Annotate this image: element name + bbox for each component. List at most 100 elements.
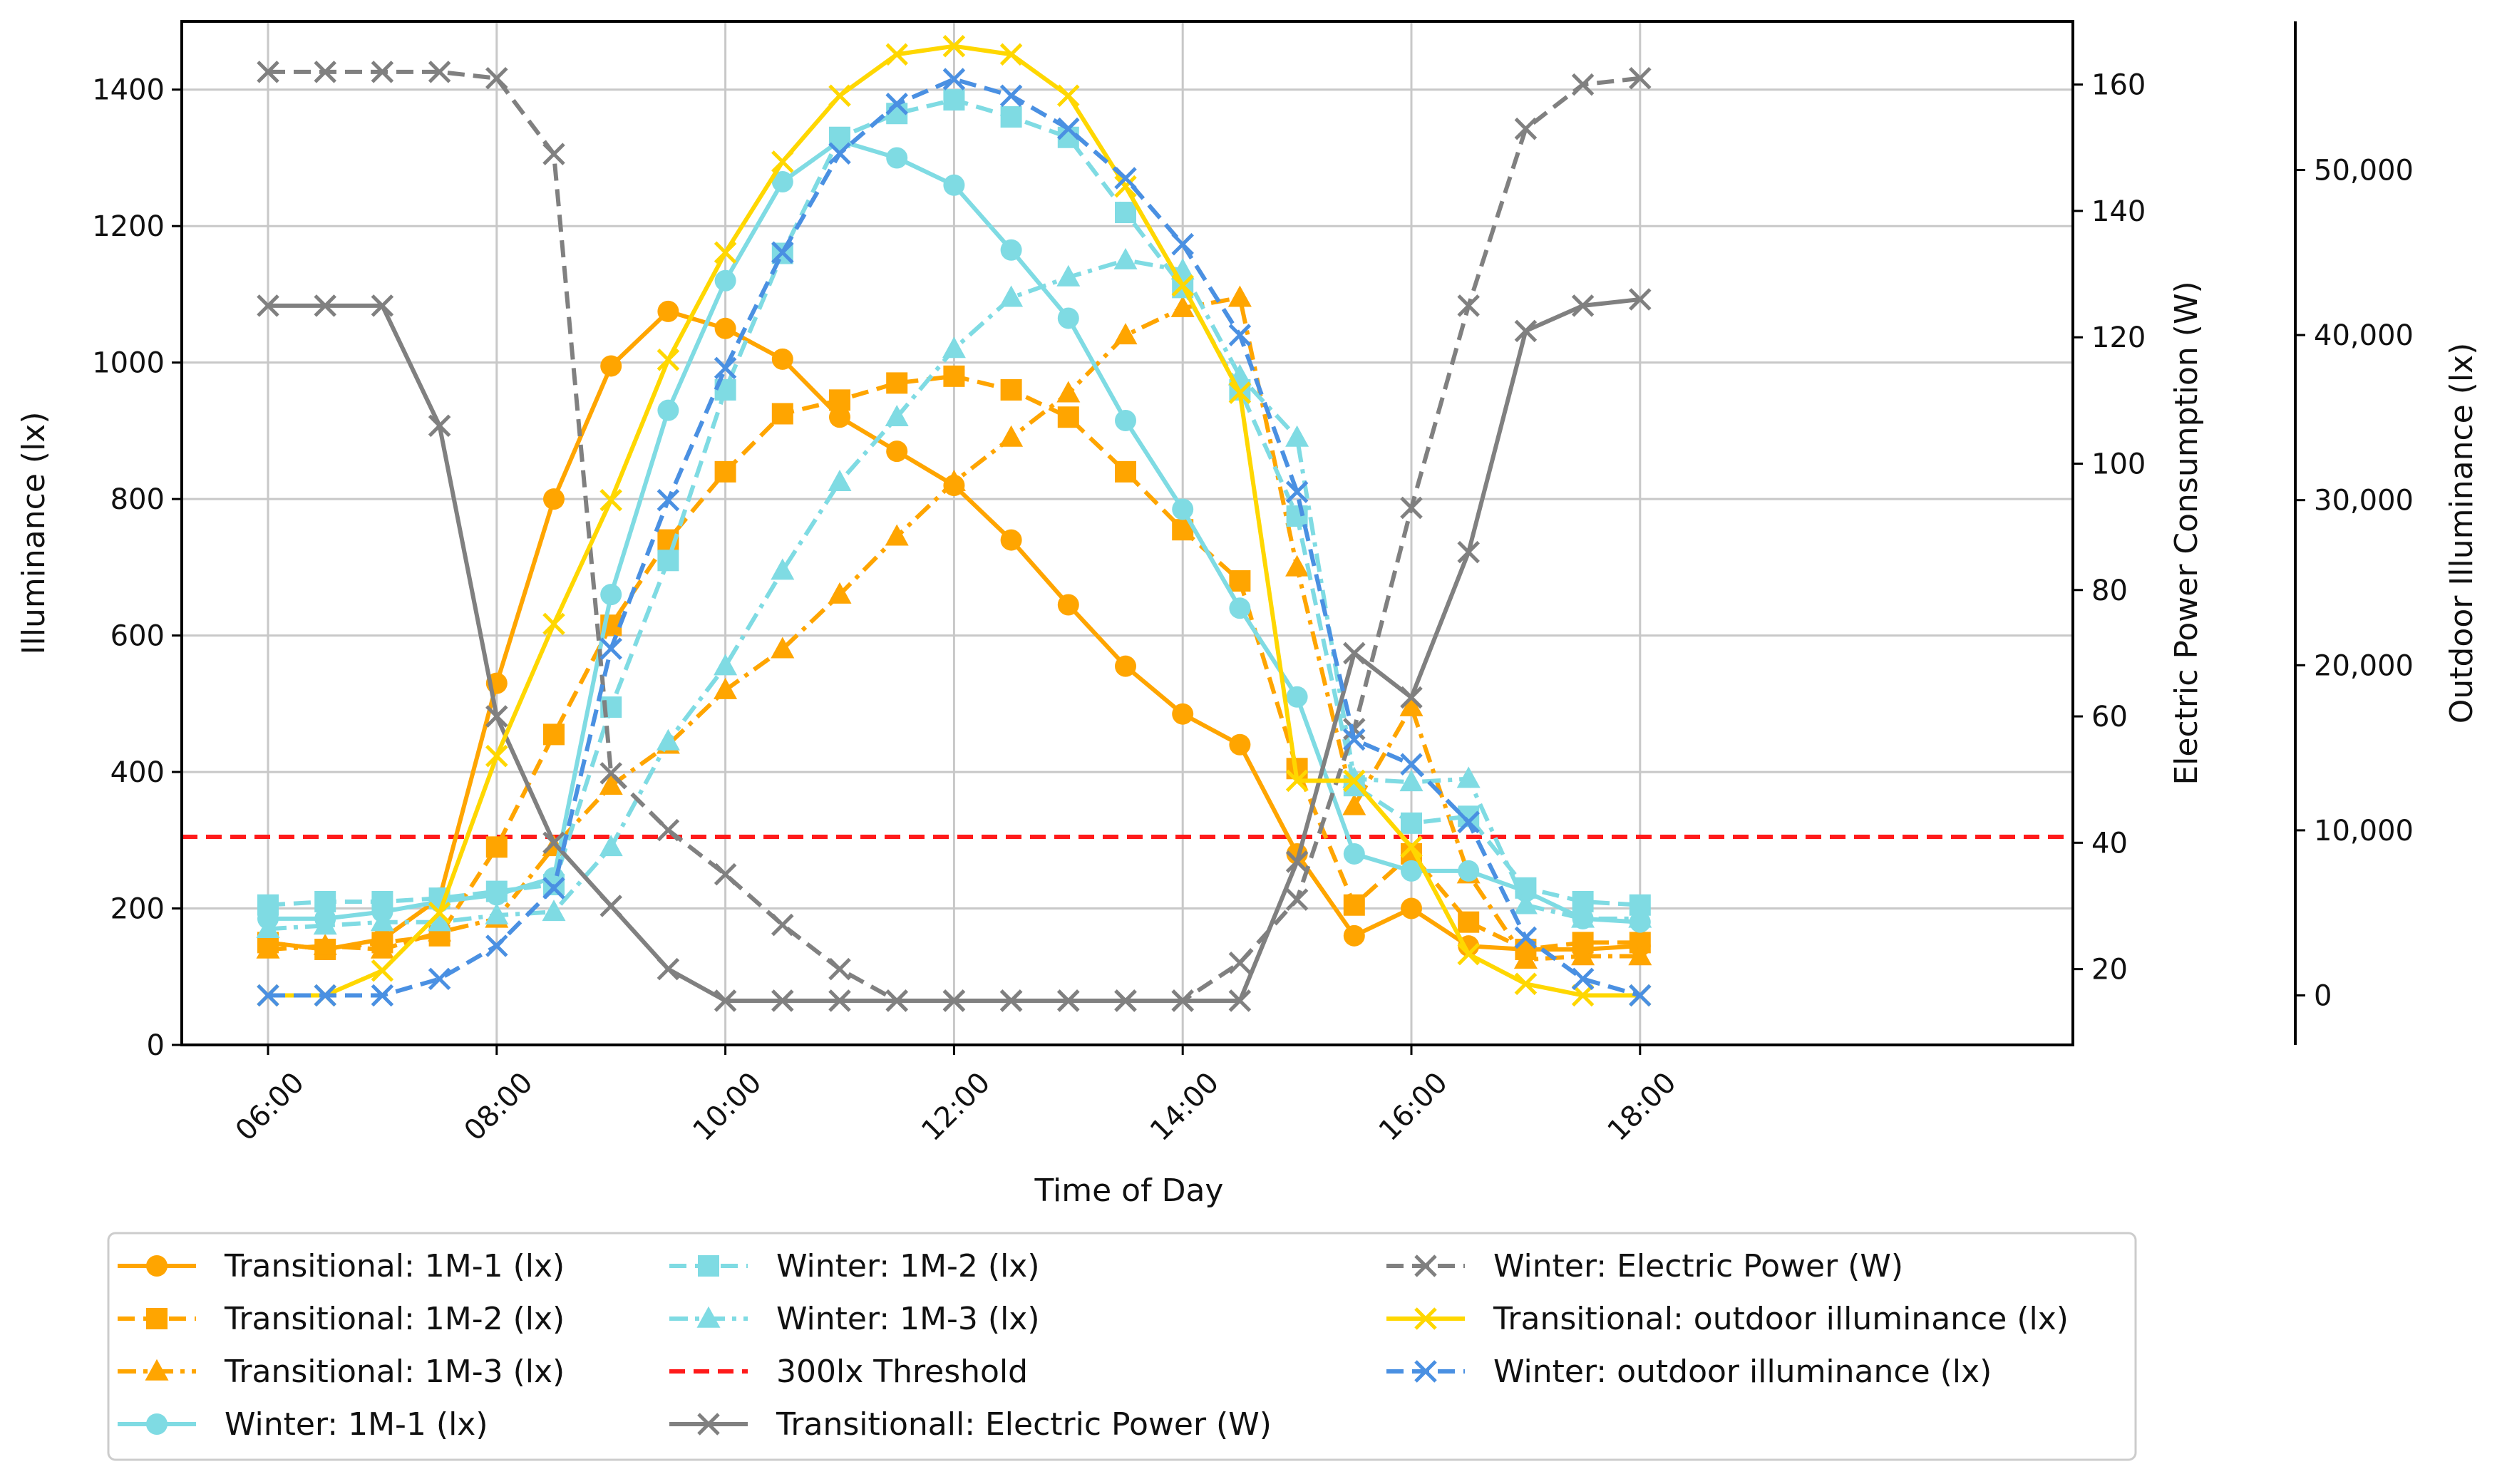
data-point (485, 934, 508, 957)
data-point (1227, 285, 1252, 307)
data-point (943, 89, 965, 111)
data-point (828, 957, 851, 981)
data-point (371, 984, 394, 1007)
data-point (829, 389, 850, 411)
data-point (485, 880, 508, 902)
data-point (1457, 540, 1480, 564)
y-tick-label: 600 (110, 620, 165, 653)
y3-tick-label: 40,000 (2314, 319, 2414, 352)
data-point (1343, 894, 1365, 916)
data-point (943, 174, 965, 196)
data-point (314, 294, 336, 317)
data-point (943, 365, 965, 387)
data-point (1456, 766, 1481, 788)
data-point (1285, 850, 1309, 873)
data-point (1513, 947, 1538, 969)
data-point (485, 902, 509, 924)
legend-item: Transitional: 1M-3 (lx) (118, 1354, 565, 1390)
data-point (1629, 288, 1652, 311)
data-point (1171, 274, 1194, 297)
legend-label: Winter: 1M-3 (lx) (776, 1301, 1040, 1337)
data-point (1457, 942, 1480, 966)
data-point (1513, 892, 1538, 914)
data-point (1399, 770, 1424, 792)
data-point (1000, 378, 1022, 401)
data-point (1115, 410, 1136, 432)
data-point (1114, 175, 1137, 198)
data-point (829, 406, 850, 428)
data-point (1170, 295, 1195, 317)
legend-marker (1414, 1254, 1437, 1277)
data-point (1399, 694, 1424, 716)
legend-label: Winter: 1M-2 (lx) (776, 1248, 1040, 1284)
data-point (714, 356, 737, 380)
data-point (714, 862, 737, 886)
data-point (657, 300, 679, 322)
legend-marker (1414, 1307, 1437, 1330)
y-tick-label: 800 (110, 483, 165, 516)
data-point (885, 989, 908, 1012)
data-point (714, 269, 736, 292)
y3-tick-label: 20,000 (2314, 649, 2414, 682)
legend-marker (146, 1255, 168, 1277)
data-point (885, 524, 909, 546)
legend-marker (146, 1308, 168, 1329)
data-point (428, 414, 451, 438)
data-point (1571, 73, 1595, 96)
x-axis-title: Time of Day (1034, 1173, 1224, 1209)
data-point (999, 84, 1023, 107)
legend-item: Winter: Electric Power (W) (1386, 1248, 1903, 1284)
legend-marker (1414, 1360, 1437, 1383)
data-point (543, 723, 565, 746)
legend-marker (698, 1255, 719, 1277)
data-point (828, 84, 851, 107)
data-point (1400, 686, 1423, 709)
legend-label: Winter: Electric Power (W) (1493, 1248, 1903, 1284)
data-point (1172, 703, 1194, 725)
data-point (370, 910, 394, 932)
data-point (1343, 641, 1366, 665)
data-point (1514, 319, 1538, 343)
data-point (428, 910, 452, 932)
data-point (886, 440, 908, 463)
legend-label: 300lx Threshold (776, 1354, 1028, 1390)
data-point (257, 894, 279, 916)
data-point (599, 835, 623, 857)
data-point (1229, 597, 1251, 619)
data-point (1343, 924, 1365, 947)
legend-item: Transitional: outdoor illuminance (lx) (1386, 1301, 2069, 1337)
y2-tick-label: 120 (2091, 321, 2146, 354)
data-point (428, 967, 451, 991)
data-point (1400, 496, 1423, 520)
data-point (657, 818, 680, 842)
data-point (714, 317, 736, 339)
y-tick-label: 1200 (92, 210, 165, 243)
data-point (714, 460, 736, 483)
data-point (657, 488, 680, 512)
series-9 (257, 68, 1652, 1007)
legend-item: Transitionall: Electric Power (W) (669, 1406, 1272, 1443)
data-point (1401, 860, 1422, 882)
data-point (371, 959, 394, 982)
data-point (1629, 67, 1652, 90)
y3-tick-label: 10,000 (2314, 815, 2414, 847)
data-point (313, 913, 337, 935)
data-point (942, 989, 966, 1012)
data-point (714, 989, 737, 1012)
y2-tick-label: 80 (2091, 574, 2128, 607)
data-point (1342, 793, 1366, 815)
data-point (1457, 294, 1480, 317)
data-point (771, 403, 793, 425)
data-point (885, 93, 908, 115)
legend-label: Winter: 1M-1 (lx) (225, 1406, 488, 1443)
data-point (313, 933, 337, 955)
y3-tick-label: 0 (2314, 980, 2332, 1013)
data-point (599, 637, 622, 660)
data-point (428, 901, 451, 924)
data-point (1114, 167, 1137, 190)
y3-tick-label: 30,000 (2314, 485, 2414, 517)
data-point (1114, 989, 1137, 1012)
data-point (771, 348, 793, 370)
data-point (1400, 835, 1423, 858)
